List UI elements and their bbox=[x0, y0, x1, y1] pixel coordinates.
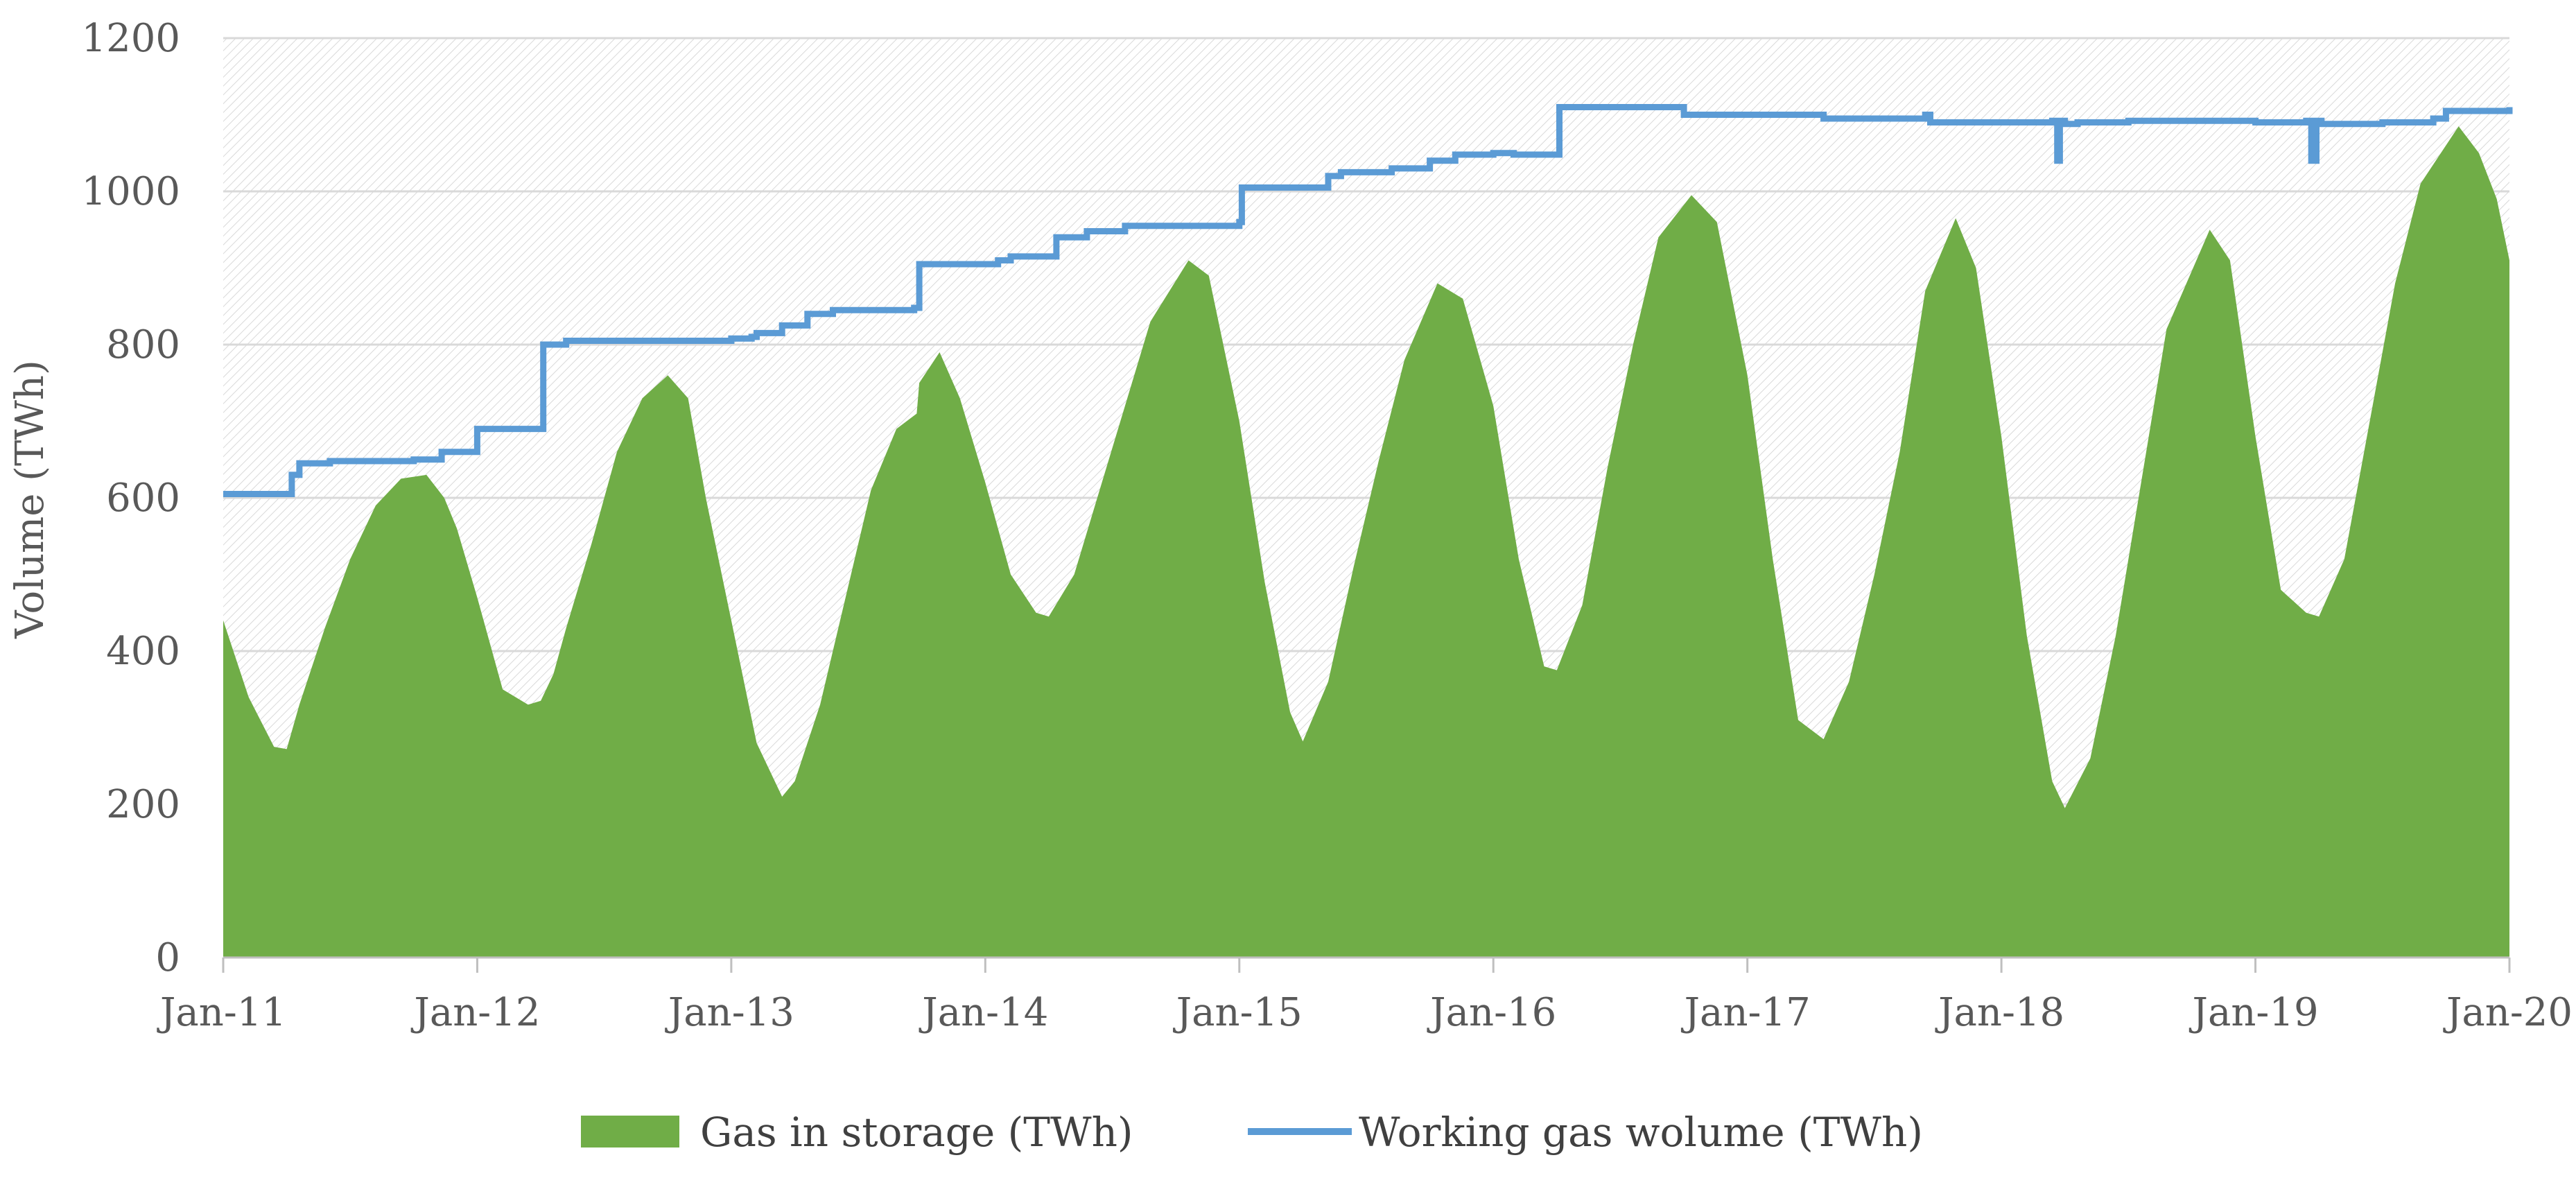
y-tick-label: 800 bbox=[106, 322, 180, 367]
y-tick-label: 200 bbox=[106, 782, 180, 827]
y-tick-label: 0 bbox=[155, 935, 180, 980]
x-tick-label: Jan-19 bbox=[2189, 990, 2319, 1035]
x-tick-label: Jan-11 bbox=[157, 990, 286, 1035]
legend-label-gas-in-storage: Gas in storage (TWh) bbox=[700, 1109, 1133, 1156]
y-tick-label: 1000 bbox=[81, 169, 180, 214]
working-gas-volume-line bbox=[223, 104, 2513, 497]
x-tick-label: Jan-18 bbox=[1935, 990, 2064, 1035]
y-tick-label: 1200 bbox=[81, 16, 180, 61]
x-tick-label: Jan-14 bbox=[919, 990, 1048, 1035]
legend-label-working-gas-volume: Working gas wolume (TWh) bbox=[1359, 1109, 1923, 1156]
x-tick-label: Jan-16 bbox=[1427, 990, 1556, 1035]
x-tick-label: Jan-20 bbox=[2443, 990, 2573, 1035]
legend-swatch-gas-in-storage bbox=[581, 1116, 679, 1147]
x-tick-label: Jan-12 bbox=[410, 990, 540, 1035]
y-tick-label: 600 bbox=[106, 476, 180, 521]
x-tick-label: Jan-17 bbox=[1681, 990, 1811, 1035]
y-axis-title: Volume (TWh) bbox=[8, 360, 53, 639]
y-tick-label: 400 bbox=[106, 629, 180, 674]
x-tick-label: Jan-15 bbox=[1173, 990, 1303, 1035]
gas-in-storage-area bbox=[223, 126, 2509, 958]
x-tick-label: Jan-13 bbox=[665, 990, 794, 1035]
